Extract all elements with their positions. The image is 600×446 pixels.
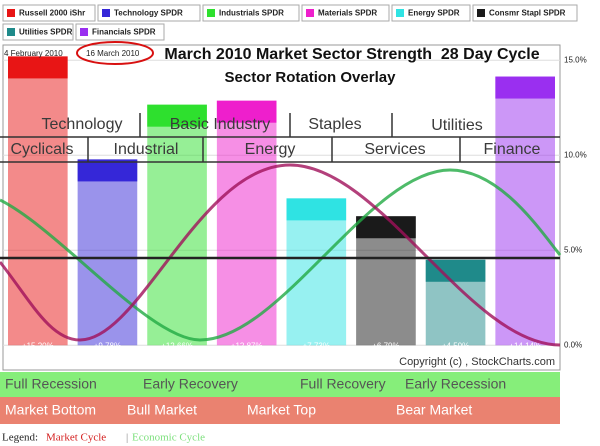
chart-subtitle: Sector Rotation Overlay xyxy=(225,69,397,86)
sector-label: Services xyxy=(364,141,425,158)
economic-phase: Early Recession xyxy=(405,376,506,392)
legend-box xyxy=(301,4,390,22)
bar xyxy=(286,198,347,346)
market-phase: Bear Market xyxy=(396,402,472,418)
start-date: 4 February 2010 xyxy=(4,49,63,58)
sector-label: Industrial xyxy=(114,141,179,158)
legend-box xyxy=(202,4,300,22)
legend-market: Market Cycle xyxy=(46,432,106,444)
legend-entry: Technology SPDR xyxy=(114,9,183,18)
economic-phase: Full Recession xyxy=(5,376,97,392)
sector-grid xyxy=(0,113,560,260)
legend-label: Legend: xyxy=(2,432,38,444)
bar xyxy=(77,159,138,346)
legend-swatch xyxy=(102,9,110,17)
legend-swatch xyxy=(477,9,485,17)
bars: +15.20% +9.78% +12.66% +12.87% +7.73% +6.79% +… xyxy=(8,56,555,350)
legend-entry: Materials SPDR xyxy=(318,9,377,18)
bar xyxy=(216,100,277,346)
market-band xyxy=(0,397,560,424)
value-label: +15.20% xyxy=(22,341,54,350)
bar xyxy=(8,56,68,346)
bar-cap xyxy=(77,159,138,182)
sector-label: Technology xyxy=(42,116,123,133)
economic-curve xyxy=(0,168,562,342)
economic-phase: Early Recovery xyxy=(143,376,238,392)
bar-cap xyxy=(356,216,416,239)
end-date: 16 March 2010 xyxy=(86,49,140,58)
market-curve xyxy=(0,163,561,347)
economic-phase: Full Recovery xyxy=(300,376,386,392)
legend-swatch xyxy=(7,28,15,36)
legend-separator: | xyxy=(126,432,128,444)
value-label: +9.78% xyxy=(94,341,121,350)
legend-economic: Economic Cycle xyxy=(132,432,205,444)
legend-entry: Industrials SPDR xyxy=(219,9,284,18)
legend-swatch xyxy=(80,28,88,36)
sector-label: Utilities xyxy=(431,117,483,134)
bar-cap xyxy=(286,198,347,221)
sector-label: Cyclicals xyxy=(10,141,73,158)
sector-label: Finance xyxy=(484,141,541,158)
y-tick-label: 15.0% xyxy=(564,55,587,64)
bar-cap xyxy=(8,56,68,79)
legend-box xyxy=(2,23,74,41)
legend-entry: Energy SPDR xyxy=(408,9,460,18)
highlight-circle xyxy=(76,41,154,65)
legend-box xyxy=(75,23,165,41)
legend-entry: Russell 2000 iShr xyxy=(19,9,85,18)
value-label: +4.50% xyxy=(442,341,469,350)
bar-cap xyxy=(425,259,486,282)
legend-entry: Utilities SPDR xyxy=(19,28,73,37)
copyright: Copyright (c) , StockCharts.com xyxy=(399,356,555,368)
legend-swatch xyxy=(7,9,15,17)
market-phase: Market Top xyxy=(247,402,316,418)
value-label: +12.66% xyxy=(161,341,193,350)
economic-band xyxy=(0,372,560,397)
bar-cap xyxy=(495,76,555,99)
value-label: +14.14% xyxy=(509,341,541,350)
market-phase: Bull Market xyxy=(127,402,197,418)
market-phase: Market Bottom xyxy=(5,402,96,418)
bar-cap xyxy=(216,100,277,123)
legend-entry: Consmr Stapl SPDR xyxy=(489,9,566,18)
legend-swatch xyxy=(306,9,314,17)
chart-title: March 2010 Market Sector Strength 28 Day… xyxy=(164,46,539,63)
legend-swatch xyxy=(396,9,404,17)
legend: Russell 2000 iShr Technology SPDR Industri… xyxy=(2,4,578,41)
y-tick-label: 10.0% xyxy=(564,150,587,159)
sector-label: Basic Industry xyxy=(170,116,270,133)
legend-box xyxy=(391,4,471,22)
legend-box xyxy=(97,4,201,22)
y-tick-label: 5.0% xyxy=(564,245,582,254)
bar-cap xyxy=(147,104,207,127)
legend-entry: Financials SPDR xyxy=(92,28,156,37)
value-label: +6.79% xyxy=(372,341,399,350)
value-label: +7.73% xyxy=(303,341,330,350)
legend-box xyxy=(472,4,578,22)
sector-label: Staples xyxy=(308,116,361,133)
y-tick-label: 0.0% xyxy=(564,340,582,349)
value-label: +12.87% xyxy=(231,341,263,350)
legend-swatch xyxy=(207,9,215,17)
legend-box xyxy=(2,4,96,22)
sector-label: Energy xyxy=(245,141,296,158)
